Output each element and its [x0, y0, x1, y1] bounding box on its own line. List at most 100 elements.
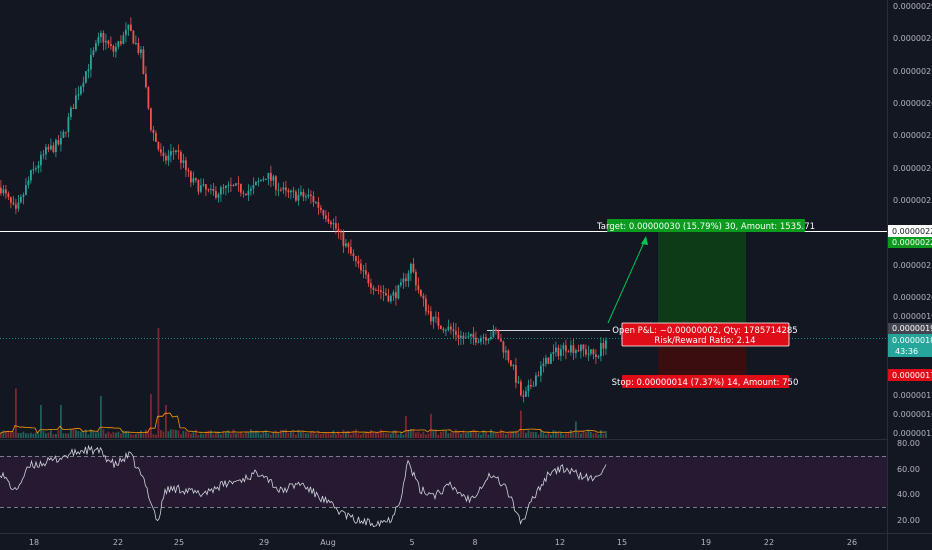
volume-bar [397, 434, 400, 438]
candle-body [325, 215, 327, 219]
volume-bar [405, 416, 407, 438]
volume-bar [327, 433, 330, 438]
candle-body [580, 344, 582, 352]
volume-bar [65, 433, 67, 438]
candle-body [245, 193, 247, 196]
candle-body [127, 24, 130, 30]
volume-bar [165, 405, 167, 438]
rsi-tick: 40.00 [897, 490, 920, 499]
time-label: 15 [617, 538, 627, 547]
price-tick: 0.00000210 [893, 261, 932, 270]
volume-bar [352, 430, 355, 438]
time-axis[interactable]: 18 22 25 29 Aug 5 8 12 15 19 22 26 [29, 538, 857, 547]
volume-bar [55, 433, 57, 438]
volume-bar [0, 433, 2, 438]
volume-bar [247, 431, 250, 438]
volume-bar [177, 430, 180, 438]
candle-body [217, 194, 220, 198]
rsi-axis[interactable]: 80.00 60.00 40.00 20.00 [897, 439, 920, 525]
time-label: Aug [320, 538, 336, 547]
candle-body [22, 194, 25, 197]
rsi-tick: 20.00 [897, 516, 920, 525]
projection-arrowhead [641, 236, 648, 245]
volume-bar [502, 430, 505, 438]
candle-body [262, 179, 265, 181]
candle-body [397, 285, 400, 299]
candle-body [280, 189, 282, 191]
volume-bar [492, 432, 495, 438]
candle-body [80, 86, 82, 95]
candle-body [597, 356, 600, 358]
candle-body [222, 187, 225, 189]
candle-body [480, 337, 482, 342]
candle-body [320, 207, 322, 210]
candle-body [455, 331, 457, 335]
candle-body [427, 311, 430, 313]
candle-body [250, 188, 252, 191]
candle-body [2, 189, 5, 194]
candle-body [310, 194, 312, 197]
volume-bar [392, 430, 395, 438]
volume-bar [17, 432, 20, 438]
volume-bar [475, 430, 477, 438]
candle-body [125, 29, 127, 36]
candle-body [447, 326, 450, 331]
candle-body [357, 261, 360, 264]
candle-body [132, 30, 135, 44]
candle-body [7, 193, 10, 198]
volume-bar [372, 432, 375, 438]
time-label: 25 [174, 538, 184, 547]
volume-bar [235, 433, 237, 438]
volume-bar [125, 430, 127, 438]
stop-label[interactable]: Stop: 0.00000014 (7.37%) 14, Amount: 750 [612, 375, 799, 388]
badge-target: 0.00000220 [888, 237, 932, 248]
volume-bar [142, 433, 145, 438]
candle-body [212, 188, 215, 192]
volume-bar [295, 434, 297, 438]
time-label: 26 [847, 538, 857, 547]
volume-bar [365, 431, 367, 438]
volume-bar [5, 431, 7, 438]
candle-body [72, 107, 75, 109]
volume-bar [322, 432, 325, 438]
projection-arrow[interactable] [607, 239, 646, 324]
candle-body [145, 73, 147, 88]
candle-body [570, 345, 572, 353]
volume-bar [302, 430, 305, 438]
volume-bar [175, 429, 177, 438]
volume-bar [400, 431, 402, 438]
price-tick: 0.00000260 [893, 99, 932, 108]
candle-body [497, 330, 500, 340]
volume-bar [315, 434, 317, 438]
target-zone[interactable] [658, 231, 746, 334]
volume-bar [252, 431, 255, 438]
volume-bar [440, 431, 442, 438]
volume-bar [417, 431, 420, 438]
volume-bar [345, 431, 347, 438]
target-label[interactable]: Target: 0.00000030 (15.79%) 30, Amount: … [596, 219, 815, 232]
pnl-label[interactable]: Open P&L: −0.00000002, Qty: 1785714285 R… [612, 322, 798, 347]
candle-body [10, 197, 12, 203]
candle-body [377, 290, 380, 292]
candle-body [585, 349, 587, 355]
volume-bar [305, 433, 307, 438]
candle-body [257, 181, 260, 183]
volume-bar [342, 429, 345, 438]
volume-bar [35, 432, 37, 438]
candle-body [182, 160, 185, 163]
volume-bar [555, 431, 557, 438]
candle-body [417, 285, 420, 290]
volume-bar [542, 432, 545, 438]
candle-body [342, 231, 345, 247]
candle-body [457, 334, 460, 338]
candle-body [15, 204, 17, 209]
candle-body [562, 345, 565, 350]
volume-bar [242, 433, 245, 438]
candle-body [117, 41, 120, 47]
candle-body [425, 298, 427, 312]
price-axis[interactable]: 0.00000290 0.00000280 0.00000270 0.00000… [893, 2, 932, 438]
candle-body [90, 54, 92, 70]
price-tick: 0.00000290 [893, 2, 932, 11]
candle-body [150, 108, 152, 130]
